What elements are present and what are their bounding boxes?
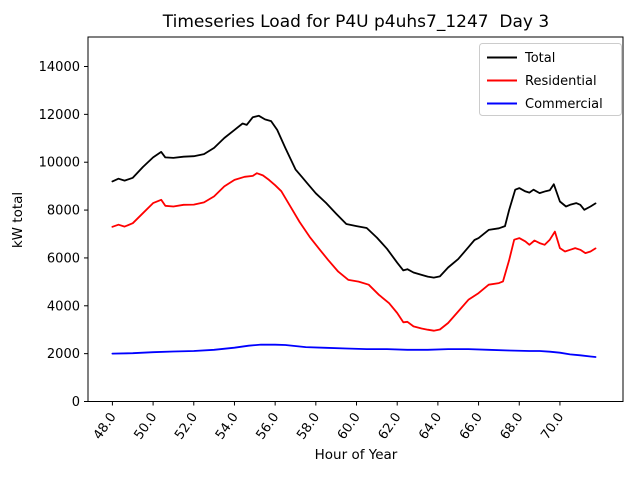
plot-border [87, 36, 624, 402]
y-tick-label: 10000 [39, 156, 80, 171]
y-tick-label: 14000 [39, 60, 80, 75]
x-tick-label: 60.0 [335, 410, 364, 442]
data-series-lines [111, 114, 597, 358]
x-tick-label: 48.0 [91, 410, 120, 442]
x-tick-label: 58.0 [294, 410, 323, 442]
x-axis-ticks: 48.0 50.0 52.0 54.0 56.0 58.0 60.0 62.0 64.0 66.0… [91, 401, 567, 443]
x-axis-label: Hour of Year [315, 447, 398, 463]
x-tick-label: 68.0 [498, 410, 527, 442]
series-line-total [111, 114, 597, 279]
y-tick-label: 2000 [47, 347, 80, 362]
x-tick-label: 52.0 [172, 410, 201, 442]
legend-entry-commercial: Commercial [487, 97, 603, 112]
y-tick-label: 12000 [39, 108, 80, 123]
x-tick-label: 54.0 [213, 410, 242, 442]
series-line-commercial [111, 343, 597, 358]
legend: Total Residential Commercial [479, 43, 622, 116]
legend-label-residential: Residential [525, 74, 597, 89]
series-line-residential [111, 172, 597, 332]
y-tick-label: 0 [72, 395, 80, 410]
x-tick-label: 56.0 [254, 410, 283, 442]
chart-title: Timeseries Load for P4U p4uhs7_1247 Day … [162, 12, 549, 32]
y-tick-label: 8000 [47, 204, 80, 219]
x-tick-label: 66.0 [457, 410, 486, 442]
x-tick-label: 64.0 [416, 410, 445, 442]
x-tick-label: 50.0 [131, 410, 160, 442]
y-axis-ticks: 0 2000 4000 6000 8000 10000 12000 14000 [39, 60, 88, 410]
legend-entry-total: Total [487, 51, 555, 66]
legend-entry-residential: Residential [487, 74, 597, 89]
legend-label-total: Total [524, 51, 555, 66]
y-axis-label: kW total [10, 192, 26, 248]
legend-label-commercial: Commercial [525, 97, 603, 112]
y-tick-label: 4000 [47, 299, 80, 314]
x-tick-label: 70.0 [538, 410, 567, 442]
y-tick-label: 6000 [47, 251, 80, 266]
x-tick-label: 62.0 [376, 410, 405, 442]
legend-box [479, 43, 622, 116]
